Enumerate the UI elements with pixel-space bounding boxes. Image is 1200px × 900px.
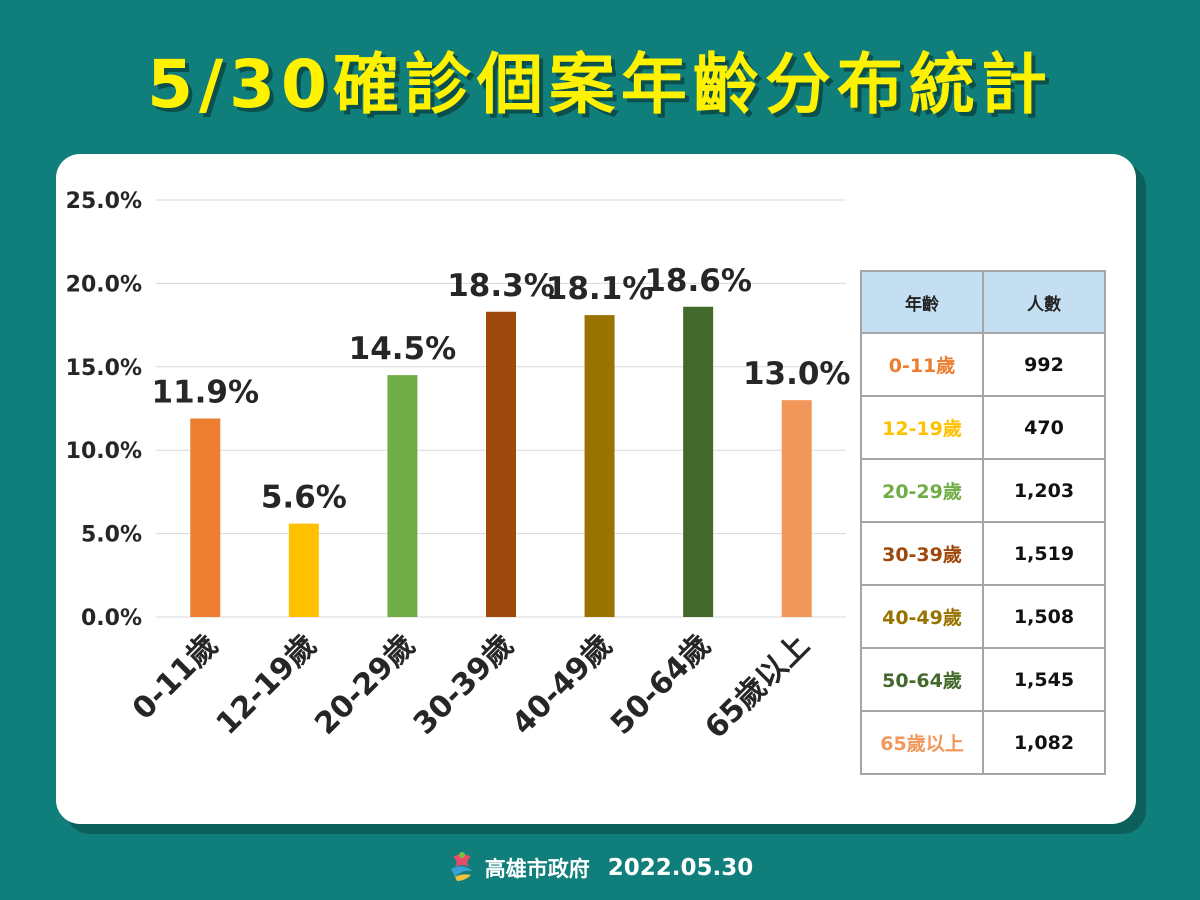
- row-count: 1,545: [982, 647, 1106, 712]
- table-row: 65歲以上 1,082: [860, 710, 1106, 775]
- data-label: 18.6%: [644, 263, 752, 299]
- x-category-label: 20-29歲: [308, 628, 422, 742]
- row-count: 1,203: [982, 458, 1106, 523]
- table-row: 20-29歲 1,203: [860, 458, 1106, 523]
- table-row: 0-11歲 992: [860, 332, 1106, 397]
- x-category-label: 40-49歲: [505, 628, 619, 742]
- data-label: 14.5%: [349, 331, 457, 367]
- row-age: 20-29歲: [860, 458, 984, 523]
- bar-chart: 0.0% 5.0% 10.0% 15.0% 20.0% 25.0% 11.9% 5.6% 14…: [66, 189, 851, 746]
- row-count: 470: [982, 395, 1106, 460]
- y-tick-label: 20.0%: [66, 272, 142, 297]
- header-age: 年齡: [860, 270, 984, 334]
- bar: [288, 523, 319, 617]
- row-age: 65歲以上: [860, 710, 984, 775]
- bar: [584, 315, 615, 617]
- x-category-label: 65歲以上: [698, 628, 816, 746]
- bar: [781, 400, 812, 617]
- x-category-label: 12-19歲: [210, 628, 324, 742]
- row-age: 12-19歲: [860, 395, 984, 460]
- y-tick-label: 10.0%: [66, 439, 142, 464]
- bars: [190, 306, 812, 617]
- bar: [683, 306, 714, 617]
- row-age: 50-64歲: [860, 647, 984, 712]
- x-category-label: 30-39歲: [407, 628, 521, 742]
- header-count: 人數: [982, 270, 1106, 334]
- data-labels: 11.9% 5.6% 14.5% 18.3%18.1%18.6% 13.0%: [152, 263, 851, 516]
- data-label: 5.6%: [261, 480, 347, 516]
- y-axis-ticks: 0.0% 5.0% 10.0% 15.0% 20.0% 25.0%: [66, 189, 142, 631]
- y-tick-label: 0.0%: [81, 606, 142, 631]
- row-count: 1,082: [982, 710, 1106, 775]
- row-age: 0-11歲: [860, 332, 984, 397]
- table-row: 30-39歲 1,519: [860, 521, 1106, 586]
- row-count: 1,519: [982, 521, 1106, 586]
- organization-name: 高雄市政府: [484, 857, 590, 881]
- data-label: 13.0%: [743, 356, 851, 392]
- page-title: 5/30確診個案年齡分布統計: [147, 46, 1053, 123]
- bar: [486, 311, 516, 617]
- bar: [387, 375, 418, 617]
- bar: [190, 418, 221, 617]
- y-tick-label: 15.0%: [66, 356, 142, 381]
- row-age: 40-49歲: [860, 584, 984, 649]
- x-category-label: 0-11歲: [126, 628, 225, 727]
- y-tick-label: 5.0%: [81, 523, 142, 548]
- table-row: 12-19歲 470: [860, 395, 1106, 460]
- row-count: 992: [982, 332, 1106, 397]
- data-label: 11.9%: [152, 375, 260, 411]
- footer: 高雄市政府 2022.05.30: [0, 848, 1200, 888]
- row-count: 1,508: [982, 584, 1106, 649]
- data-label: 18.1%: [546, 271, 654, 307]
- table-row: 40-49歲 1,508: [860, 584, 1106, 649]
- y-tick-label: 25.0%: [66, 189, 142, 214]
- data-label: 18.3%: [447, 268, 555, 304]
- age-count-table: 年齡 人數 0-11歲 992 12-19歲 470 20-29歲 1,203 …: [860, 270, 1106, 775]
- table-row: 50-64歲 1,545: [860, 647, 1106, 712]
- publish-date: 2022.05.30: [607, 855, 754, 881]
- kaohsiung-city-logo-icon: [447, 849, 477, 888]
- row-age: 30-39歲: [860, 521, 984, 586]
